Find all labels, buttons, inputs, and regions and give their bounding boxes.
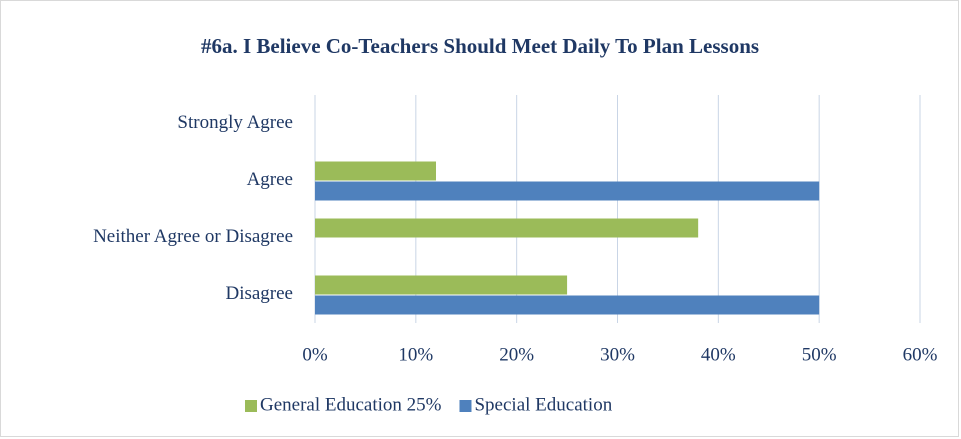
y-tick-label: Strongly Agree [177, 112, 293, 133]
legend-swatch [245, 400, 257, 412]
bar [315, 181, 820, 201]
bar [315, 161, 436, 181]
x-tick-label: 0% [302, 344, 328, 365]
chart-title: #6a. I Believe Co-Teachers Should Meet D… [201, 34, 759, 58]
x-tick-label: 10% [398, 344, 433, 365]
legend-label: General Education 25% [260, 394, 442, 415]
x-tick-label: 60% [903, 344, 938, 365]
legend-label: Special Education [474, 394, 612, 415]
legend-swatch [459, 400, 472, 412]
y-tick-label: Neither Agree or Disagree [93, 226, 293, 247]
x-tick-label: 20% [499, 344, 534, 365]
x-tick-label: 50% [802, 344, 837, 365]
y-tick-label: Agree [247, 169, 293, 190]
x-tick-label: 40% [701, 344, 736, 365]
x-tick-label: 30% [600, 344, 635, 365]
bar [315, 275, 568, 295]
y-tick-label: Disagree [225, 283, 293, 304]
bar [315, 218, 699, 238]
bar [315, 295, 820, 315]
